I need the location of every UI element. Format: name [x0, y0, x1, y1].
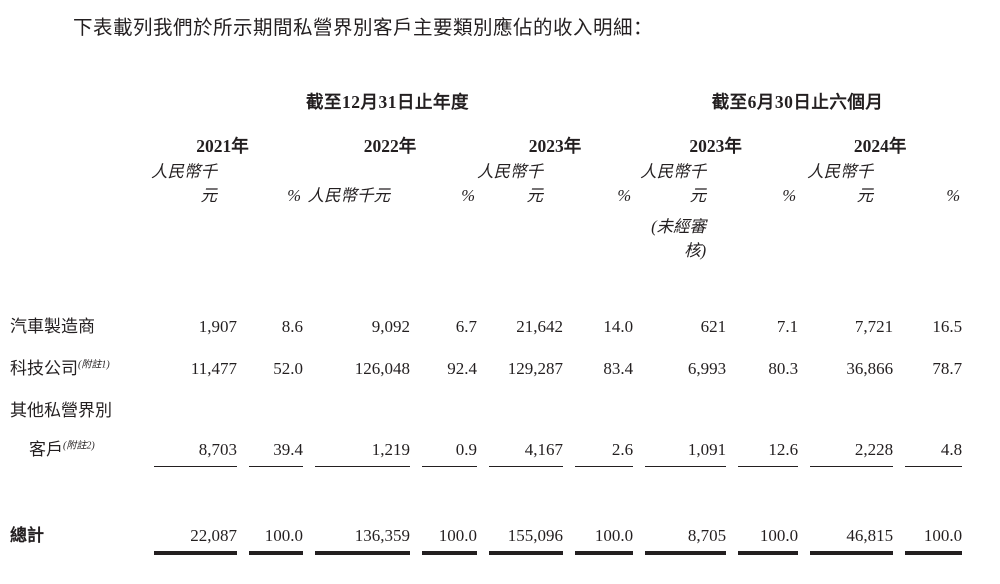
- total-value-cell: 46,815: [798, 521, 894, 577]
- total-value-cell: 22,087: [142, 521, 237, 577]
- spacer-row: [10, 261, 962, 307]
- value-cell: 14.0: [603, 317, 634, 336]
- spacer-row: [10, 475, 962, 521]
- value-cell: 78.7: [932, 359, 963, 378]
- total-value-cell: 155,096: [477, 521, 563, 577]
- value-cell: 1,219: [303, 433, 410, 475]
- period-header-row: 截至12月31日止年度 截至6月30日止六個月: [10, 84, 962, 114]
- value-cell: 8,703: [142, 433, 237, 475]
- double-rule: [810, 551, 894, 555]
- double-rule: [738, 551, 799, 555]
- row-label: 其他私營界別: [10, 401, 112, 420]
- total-label: 總計: [10, 526, 44, 545]
- unit-label: 人民幣千元: [640, 162, 707, 205]
- row-label: 科技公司(附註1): [10, 359, 110, 378]
- double-rule: [154, 551, 237, 555]
- double-rule: [489, 551, 563, 555]
- double-rule: [249, 551, 303, 555]
- year-header-2024: 2024年: [853, 136, 907, 156]
- percent-label: %: [946, 186, 961, 205]
- double-rule: [315, 551, 410, 555]
- total-value-cell: 8,705: [633, 521, 727, 577]
- total-value-cell: 100.0: [410, 521, 477, 577]
- unaudited-note-row: (未經審核): [10, 206, 962, 261]
- double-rule: [905, 551, 963, 555]
- double-rule: [422, 551, 477, 555]
- footnote-ref-1: (附註1): [78, 359, 110, 371]
- table-row-other-private-sector: 其他私營界別: [10, 391, 962, 433]
- spacer-cell: [726, 206, 962, 261]
- value-cell: 129,287: [507, 359, 563, 378]
- double-rule: [645, 551, 727, 555]
- unit-label: 人民幣千元: [477, 162, 543, 205]
- value-cell: 92.4: [447, 359, 477, 378]
- unit-label: 人民幣千元: [307, 186, 391, 205]
- spacer-cell: [10, 158, 142, 206]
- value-cell: 8.6: [281, 317, 303, 336]
- table-row-customers: 客戶(附註2) 8,703 39.4 1,219 0.9 4,167 2.6 1…: [10, 433, 963, 475]
- value-cell: 1,907: [198, 317, 237, 336]
- total-value-cell: 100.0: [563, 521, 634, 577]
- percent-label: %: [617, 186, 632, 205]
- period-header-annual: 截至12月31日止年度: [306, 92, 470, 112]
- value-cell: 80.3: [768, 359, 799, 378]
- period-header-interim: 截至6月30日止六個月: [711, 92, 884, 112]
- value-cell: 12.6: [726, 433, 799, 475]
- value-cell: 2,228: [798, 433, 894, 475]
- value-cell: 7.1: [776, 317, 799, 336]
- value-cell: 7,721: [854, 317, 894, 336]
- value-cell: 39.4: [237, 433, 303, 475]
- footnote-ref-2: (附註2): [63, 440, 95, 452]
- unit-label: 人民幣千元: [807, 162, 874, 205]
- value-cell: 52.0: [273, 359, 303, 378]
- year-header-2023-interim: 2023年: [689, 136, 742, 156]
- intro-paragraph: 下表載列我們於所示期間私營界別客戶主要類別應佔的收入明細：: [73, 18, 654, 39]
- value-cell: 4,167: [477, 433, 563, 475]
- value-cell: 16.5: [932, 317, 963, 336]
- double-rule: [575, 551, 634, 555]
- spacer-cell: [10, 206, 633, 261]
- value-cell: 9,092: [371, 317, 410, 336]
- table-row-automobile-manufacturers: 汽車製造商 1,907 8.6 9,092 6.7 21,642 14.0 62…: [10, 307, 962, 349]
- year-header-row: 2021年 2022年 2023年 2023年 2024年: [10, 114, 962, 158]
- row-label: 客戶(附註2): [29, 440, 95, 459]
- percent-label: %: [461, 186, 475, 205]
- value-cell: 6,993: [687, 359, 727, 378]
- value-cell: 621: [700, 317, 727, 336]
- total-value-cell: 100.0: [237, 521, 303, 577]
- spacer-cell: [10, 84, 142, 114]
- value-cell: 0.9: [410, 433, 477, 475]
- table-row-technology-companies: 科技公司(附註1) 11,477 52.0 126,048 92.4 129,2…: [10, 349, 962, 391]
- year-header-2022: 2022年: [363, 136, 417, 156]
- value-cell: 6.7: [455, 317, 477, 336]
- percent-label: %: [287, 186, 301, 205]
- row-label: 汽車製造商: [10, 317, 95, 336]
- value-cell: 83.4: [603, 359, 634, 378]
- value-cell: 4.8: [893, 433, 963, 475]
- total-value-cell: 100.0: [726, 521, 799, 577]
- total-value-cell: 136,359: [303, 521, 410, 577]
- unaudited-label: (未經審核): [651, 217, 707, 260]
- unit-header-row: 人民幣千元 % 人民幣千元 % 人民幣千元 % 人民幣千元 % 人民幣千元 %: [10, 158, 962, 206]
- value-cell: 11,477: [190, 359, 237, 378]
- spacer-cell: [142, 391, 962, 433]
- value-cell: 21,642: [516, 317, 563, 336]
- value-cell: 2.6: [563, 433, 634, 475]
- revenue-breakdown-table: 截至12月31日止年度 截至6月30日止六個月 2021年 2022年 2023…: [10, 84, 963, 577]
- year-header-2023: 2023年: [528, 136, 582, 156]
- unit-label: 人民幣千元: [151, 162, 217, 205]
- table-row-total: 總計 22,087 100.0 136,359 100.0 155,096 10…: [10, 521, 963, 577]
- total-value-cell: 100.0: [893, 521, 963, 577]
- value-cell: 126,048: [354, 359, 410, 378]
- value-cell: 1,091: [633, 433, 727, 475]
- spacer-cell: [10, 114, 142, 158]
- percent-label: %: [782, 186, 797, 205]
- year-header-2021: 2021年: [196, 136, 249, 156]
- prospectus-page: 下表載列我們於所示期間私營界別客戶主要類別應佔的收入明細： 截至12月31日止年…: [0, 15, 1000, 584]
- value-cell: 36,866: [846, 359, 894, 378]
